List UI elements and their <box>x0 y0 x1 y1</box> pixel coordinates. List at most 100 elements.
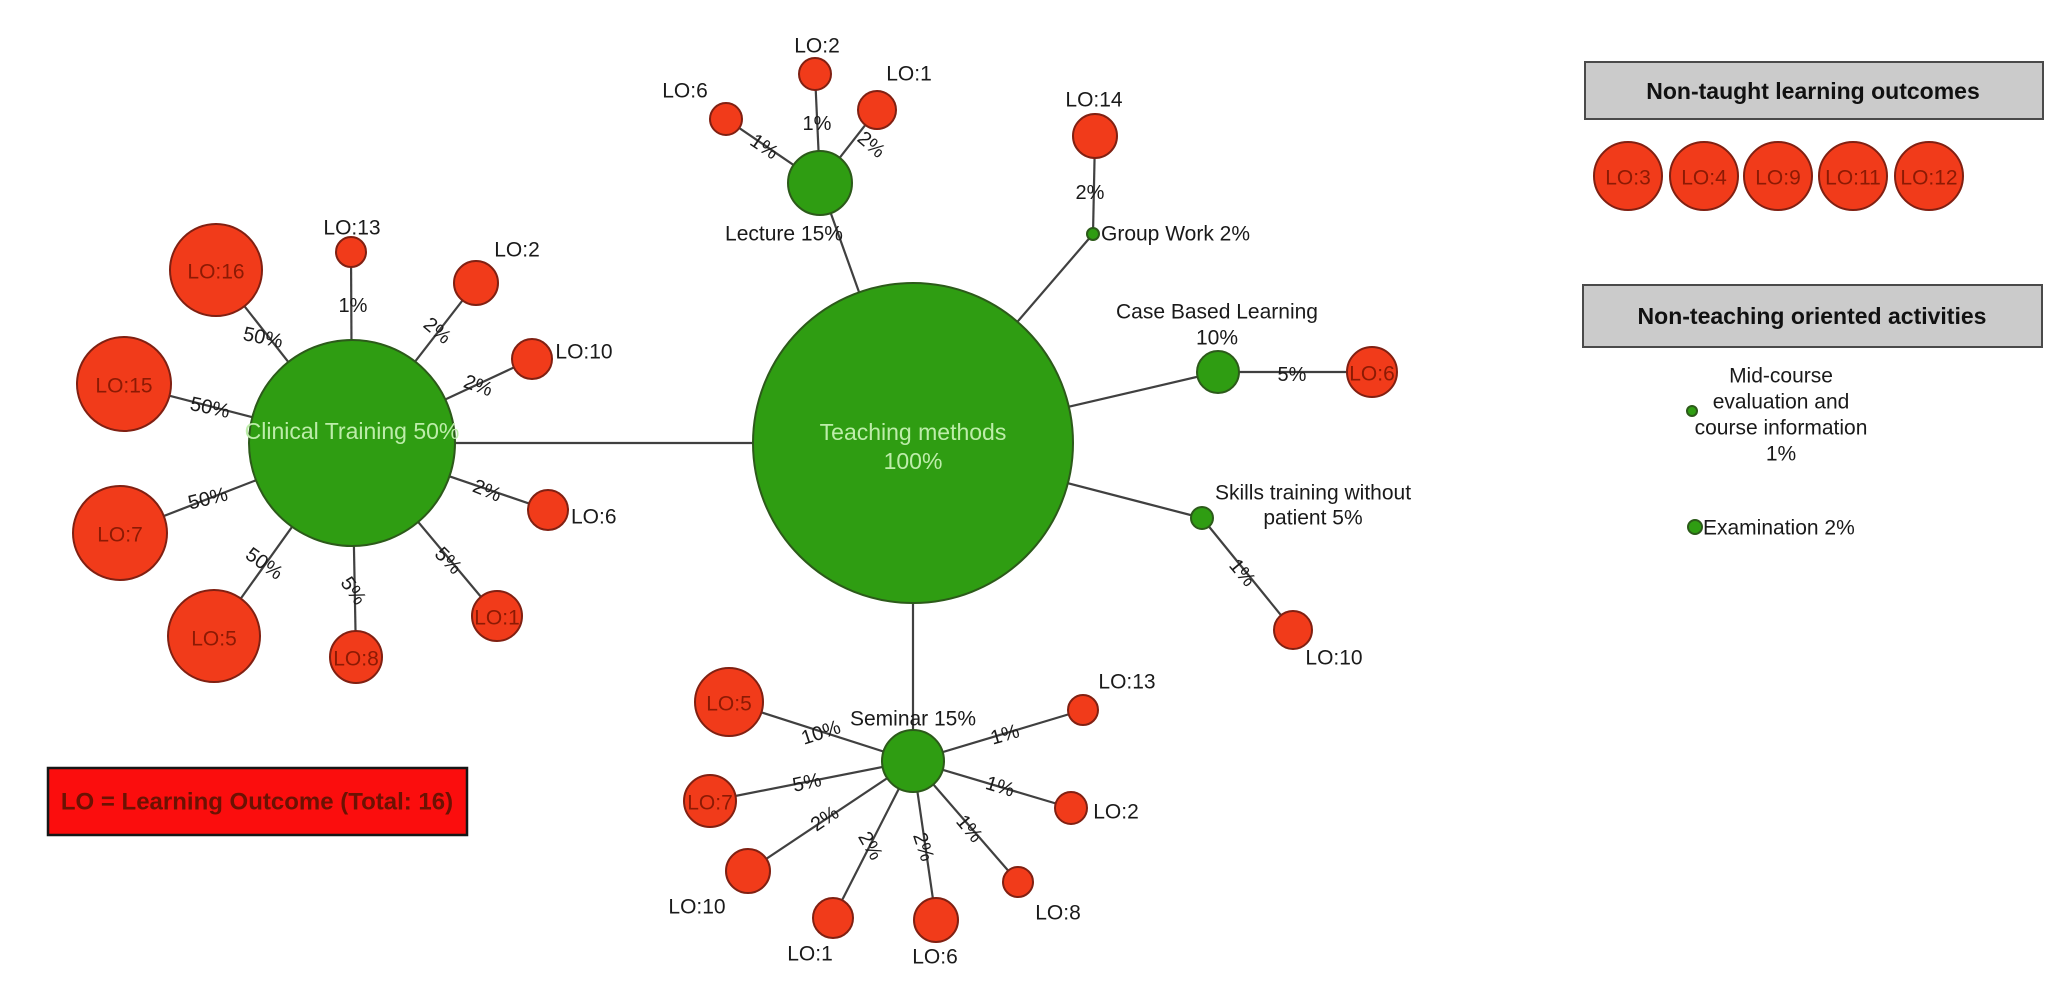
pct-group-work-lo14: 2% <box>1076 182 1105 204</box>
seminar-lo2-label: LO:2 <box>1093 801 1139 824</box>
cbl-lo6-label: LO:6 <box>1349 363 1395 386</box>
edge-seminar-lo7 <box>709 759 914 803</box>
seminar-lo10-node <box>725 848 771 894</box>
lecture-lo6-node <box>709 102 743 136</box>
clinical-lo2-label: LO:2 <box>494 239 540 262</box>
non-taught-lo11-node <box>1818 141 1888 211</box>
pct-seminar-lo2: 1% <box>983 772 1017 802</box>
hub-title: Teaching methods <box>820 419 1007 445</box>
lecture-lo1-node <box>857 90 897 130</box>
clinical-lo13-node <box>335 236 367 268</box>
cbl-lo6-node <box>1346 346 1398 398</box>
method-labels: Teaching methods 100% Clinical Training … <box>245 223 1412 731</box>
group-work-label: Group Work 2% <box>1101 223 1250 246</box>
outcome-labels: LO:16 LO:13 LO:2 LO:10 LO:15 LO:7 LO:5 L… <box>95 35 1957 969</box>
seminar-lo6-node <box>913 897 959 943</box>
pct-seminar-lo6: 2% <box>908 830 938 864</box>
clinical-lo8-label: LO:8 <box>333 648 379 671</box>
legend-box <box>46 766 469 837</box>
pct-seminar-lo5: 10% <box>799 716 844 749</box>
pct-clinical-lo16: 50% <box>241 323 285 353</box>
pct-lecture-lo2: 1% <box>803 113 832 135</box>
examination-label: Examination 2% <box>1703 517 1855 540</box>
non-taught-panel: Non-taught learning outcomes <box>1584 61 2044 120</box>
pct-clinical-lo2: 2% <box>419 313 455 349</box>
non-teaching-header-box <box>1582 284 2043 348</box>
pct-clinical-lo10: 2% <box>461 371 496 402</box>
cbl-pct: 10% <box>1196 327 1238 350</box>
pct-clinical-lo5: 50% <box>241 544 287 585</box>
pct-cbl-lo6: 5% <box>1278 364 1307 386</box>
non-teaching-header-title: Non-teaching oriented activities <box>1638 303 1987 329</box>
seminar-node <box>881 729 945 793</box>
clinical-lo6-node <box>527 489 569 531</box>
non-taught-lo3-node <box>1593 141 1663 211</box>
case-based-learning-node <box>1196 350 1240 394</box>
non-taught-lo12-node <box>1894 141 1964 211</box>
non-taught-lo3-label: LO:3 <box>1605 167 1651 190</box>
seminar-lo1-label: LO:1 <box>787 943 833 966</box>
non-taught-lo9-label: LO:9 <box>1755 167 1801 190</box>
clinical-training-node <box>248 339 456 547</box>
lecture-lo1-label: LO:1 <box>886 63 932 86</box>
skills-lo10-label: LO:10 <box>1305 647 1362 670</box>
clinical-lo15-label: LO:15 <box>95 375 152 398</box>
seminar-lo8-label: LO:8 <box>1035 902 1081 925</box>
midcourse-label-line4: 1% <box>1766 443 1796 466</box>
edge-seminar-lo10 <box>747 760 914 872</box>
clinical-lo16-node <box>169 223 263 317</box>
outcome-nodes <box>72 57 1964 943</box>
pct-clinical-lo15: 50% <box>188 393 232 423</box>
seminar-lo1-node <box>812 897 854 939</box>
legend-text: LO = Learning Outcome (Total: 16) <box>61 789 453 816</box>
skills-label-line2: patient 5% <box>1263 507 1362 530</box>
seminar-lo2-node <box>1054 791 1088 825</box>
non-taught-lo4-label: LO:4 <box>1681 167 1727 190</box>
pct-seminar-lo10: 2% <box>807 802 843 837</box>
non-taught-header-title: Non-taught learning outcomes <box>1646 78 1980 104</box>
lecture-node <box>787 150 853 216</box>
seminar-lo13-node <box>1067 694 1099 726</box>
non-taught-lo12-label: LO:12 <box>1900 167 1957 190</box>
seminar-lo7-node <box>683 774 737 828</box>
group-work-node <box>1086 227 1100 241</box>
legend: LO = Learning Outcome (Total: 16) <box>46 766 469 837</box>
pct-skills-lo10: 1% <box>1224 555 1260 591</box>
pct-clinical-lo7: 50% <box>186 483 230 514</box>
clinical-lo1-node <box>471 590 523 642</box>
seminar-lo8-node <box>1002 866 1034 898</box>
pct-clinical-lo13: 1% <box>339 295 368 317</box>
teaching-methods-node <box>752 282 1074 604</box>
clinical-label: Clinical Training 50% <box>245 418 460 444</box>
non-teaching-panel: Non-teaching oriented activities Mid-cou… <box>1582 284 2043 540</box>
non-taught-lo9-node <box>1743 141 1813 211</box>
clinical-lo5-node <box>167 589 261 683</box>
clinical-lo8-node <box>329 630 383 684</box>
seminar-lo7-label: LO:7 <box>687 792 733 815</box>
edge-skills-lo10 <box>1201 517 1294 631</box>
skills-label-line1: Skills training without <box>1215 482 1411 505</box>
midcourse-label-line1: Mid-course <box>1729 365 1833 388</box>
examination-node <box>1687 519 1703 535</box>
clinical-lo6-label: LO:6 <box>571 506 617 529</box>
seminar-lo6-label: LO:6 <box>912 946 958 969</box>
seminar-lo10-label: LO:10 <box>668 896 725 919</box>
seminar-label: Seminar 15% <box>850 708 976 731</box>
clinical-lo15-node <box>76 336 172 432</box>
group-work-lo14-node <box>1072 113 1118 159</box>
skills-training-node <box>1190 506 1214 530</box>
lecture-lo6-label: LO:6 <box>662 80 708 103</box>
clinical-lo16-label: LO:16 <box>187 261 244 284</box>
seminar-lo5-label: LO:5 <box>706 693 752 716</box>
pct-seminar-lo8: 1% <box>951 811 987 847</box>
non-taught-lo4-node <box>1669 141 1739 211</box>
midcourse-label-line2: evaluation and <box>1713 391 1850 414</box>
pct-seminar-lo7: 5% <box>791 769 824 797</box>
hub-pct: 100% <box>884 448 943 474</box>
skills-lo10-node <box>1273 610 1313 650</box>
pct-clinical-lo8: 5% <box>336 573 371 609</box>
lecture-label: Lecture 15% <box>725 223 843 246</box>
clinical-lo7-node <box>72 485 168 581</box>
